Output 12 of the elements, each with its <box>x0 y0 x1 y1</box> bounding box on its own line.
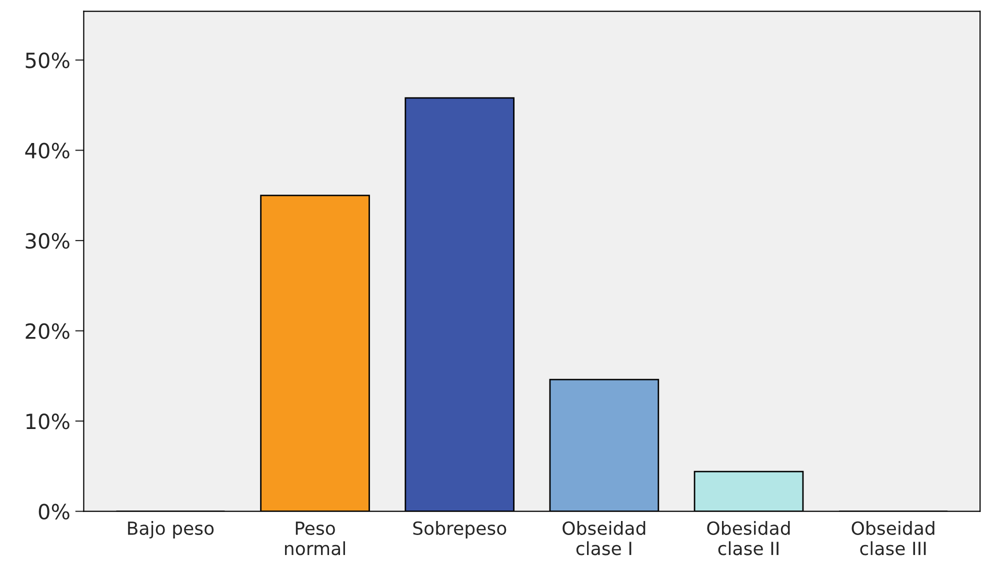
y-tick-label: 0% <box>38 504 70 520</box>
x-tick-label: Obesidad clase II <box>707 521 790 556</box>
x-tick-label: Bajo peso <box>128 521 214 539</box>
x-tick-label: Sobrepeso <box>413 521 506 539</box>
y-tick-label: 40% <box>25 142 70 159</box>
x-tick-label: Peso normal <box>285 522 345 556</box>
y-tick-label: 20% <box>26 323 70 340</box>
y-tick-label: 10% <box>26 414 70 430</box>
x-tick-label: Obseidad clase I <box>562 521 646 556</box>
y-tick-label: 50% <box>26 52 70 68</box>
y-tick-label: 30% <box>26 233 70 249</box>
x-tick-label: Obseidad clase III <box>852 521 934 556</box>
